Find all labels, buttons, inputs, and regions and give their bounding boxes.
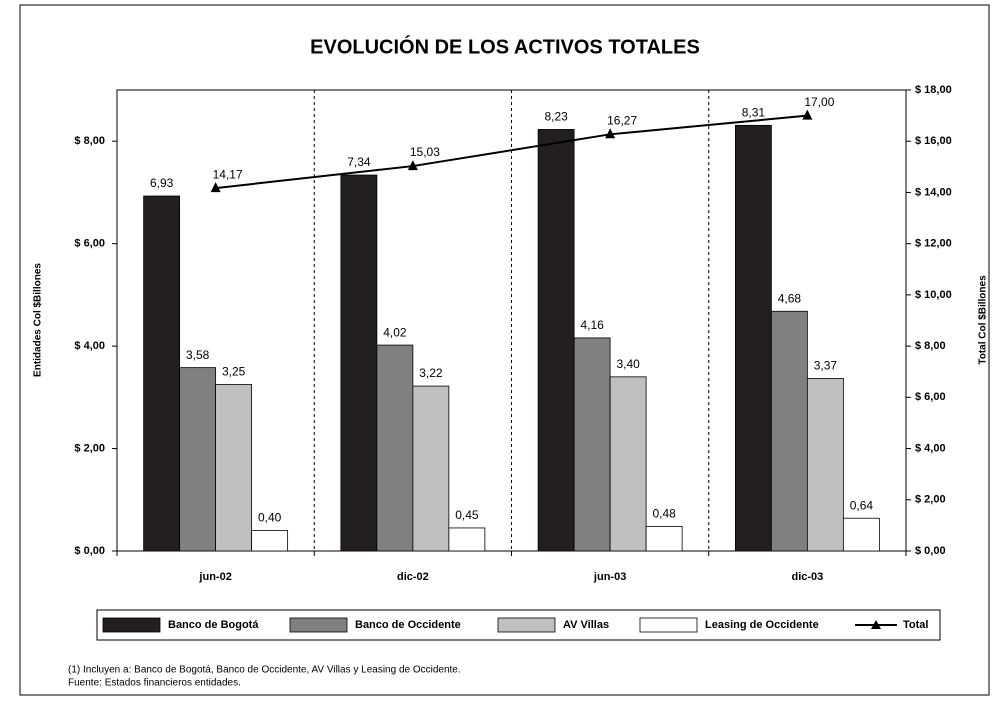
- y-tick-label: $ 6,00: [74, 238, 105, 250]
- bar: [179, 367, 217, 552]
- value-label: 15,03: [410, 145, 440, 159]
- value-label: 0,40: [258, 511, 282, 525]
- legend-swatch: [639, 617, 698, 633]
- bar: [340, 174, 378, 552]
- value-label: 3,37: [814, 359, 838, 373]
- y2-axis-label: Total Col $Billones: [978, 275, 989, 365]
- y-tick-label: $ 0,00: [74, 545, 105, 557]
- bar: [143, 195, 181, 552]
- chart-title: EVOLUCIÓN DE LOS ACTIVOS TOTALES: [310, 34, 700, 58]
- value-label: 3,25: [222, 365, 246, 379]
- legend-swatch: [871, 620, 881, 629]
- line-marker: [802, 109, 813, 120]
- legend-label: Banco de Bogotá: [168, 619, 259, 631]
- y2-tick-label: $ 10,00: [915, 289, 952, 301]
- value-label: 17,00: [804, 95, 834, 109]
- y2-tick-label: $ 2,00: [915, 494, 946, 506]
- value-label: 7,34: [347, 155, 371, 169]
- footnote: Fuente: Estados financieros entidades.: [68, 678, 241, 689]
- value-label: 3,40: [616, 357, 640, 371]
- bar: [537, 129, 575, 552]
- legend-label: AV Villas: [563, 619, 609, 631]
- line-marker: [407, 160, 418, 171]
- legend-swatch: [497, 617, 556, 633]
- y2-tick-label: $ 0,00: [915, 545, 946, 557]
- bar: [573, 337, 611, 552]
- value-label: 3,58: [186, 348, 210, 362]
- total-line: [215, 114, 808, 190]
- legend-label: Banco de Occidente: [355, 619, 461, 631]
- value-label: 0,48: [652, 507, 676, 521]
- y-tick-label: $ 8,00: [74, 135, 105, 147]
- value-label: 6,93: [150, 176, 174, 190]
- y2-tick-label: $ 6,00: [915, 391, 946, 403]
- line-marker: [605, 128, 616, 139]
- y-tick-label: $ 4,00: [74, 340, 105, 352]
- frame: [19, 4, 990, 696]
- bar: [609, 376, 647, 552]
- x-tick-label: jun-03: [593, 571, 626, 583]
- legend-swatch: [289, 617, 348, 633]
- value-label: 8,31: [742, 106, 766, 120]
- bar: [806, 377, 844, 552]
- y-tick-label: $ 2,00: [74, 442, 105, 454]
- bar: [770, 310, 808, 552]
- value-label: 4,16: [580, 318, 604, 332]
- legend-swatch: [102, 617, 161, 633]
- line-marker: [210, 182, 221, 193]
- value-label: 4,68: [778, 291, 802, 305]
- value-label: 4,02: [383, 325, 407, 339]
- bar: [842, 517, 880, 552]
- y2-tick-label: $ 12,00: [915, 238, 952, 250]
- footnote: (1) Incluyen a: Banco de Bogotá, Banco d…: [68, 665, 461, 676]
- x-tick-label: dic-02: [397, 571, 429, 583]
- y2-tick-label: $ 16,00: [915, 135, 952, 147]
- bar: [734, 124, 772, 552]
- bar: [251, 530, 289, 552]
- y2-tick-label: $ 18,00: [915, 84, 952, 96]
- bar: [412, 385, 450, 552]
- bar: [215, 384, 253, 552]
- bar: [376, 344, 414, 552]
- y-axis-label: Entidades Col $Billones: [33, 263, 44, 377]
- bar: [645, 526, 683, 552]
- legend-label: Leasing de Occidente: [705, 619, 819, 631]
- value-label: 16,27: [607, 113, 637, 127]
- x-tick-label: jun-02: [198, 571, 231, 583]
- y2-tick-label: $ 4,00: [915, 442, 946, 454]
- y2-tick-label: $ 14,00: [915, 186, 952, 198]
- x-tick-label: dic-03: [791, 571, 823, 583]
- value-label: 3,22: [419, 366, 443, 380]
- y2-tick-label: $ 8,00: [915, 340, 946, 352]
- legend-label: Total: [903, 619, 928, 631]
- value-label: 0,45: [455, 508, 479, 522]
- value-label: 8,23: [544, 110, 568, 124]
- bar: [448, 527, 486, 552]
- value-label: 0,64: [850, 498, 874, 512]
- legend-box: [96, 609, 941, 641]
- value-label: 14,17: [213, 167, 243, 181]
